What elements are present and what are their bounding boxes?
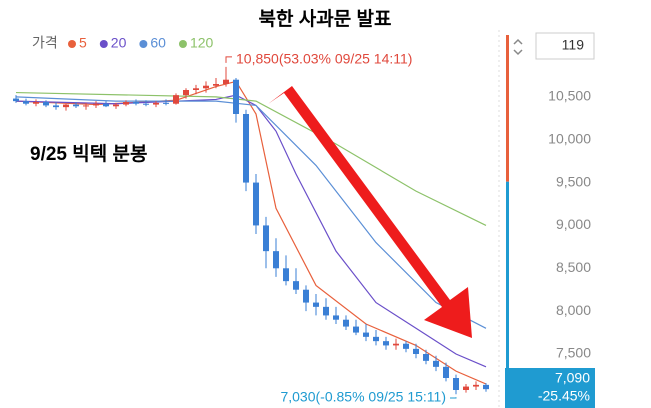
candle-body (313, 302, 319, 307)
candle-body (363, 332, 369, 337)
y-tick-label: 9,500 (556, 173, 591, 189)
candle-body (113, 104, 119, 107)
candle-body (93, 103, 99, 106)
legend-swatch (68, 40, 76, 48)
candle-body (233, 79, 239, 114)
legend-label: 60 (150, 35, 166, 51)
candle-body (13, 98, 19, 102)
candle-body (213, 84, 219, 86)
legend-label: 가격 (32, 35, 58, 51)
candle-body (33, 102, 39, 104)
candle-body (63, 104, 69, 108)
current-price: 7,090 (555, 370, 590, 386)
candle-body (393, 343, 399, 346)
legend-swatch (178, 40, 187, 48)
candle-body (483, 384, 489, 390)
legend-label: 5 (79, 35, 87, 51)
candle-body (173, 95, 179, 104)
candle-body (53, 105, 59, 108)
y-tick-label: 10,000 (548, 130, 591, 146)
candle-body (163, 102, 169, 104)
candle-body (473, 384, 479, 387)
candle-body (323, 306, 329, 316)
min-marker (450, 397, 457, 399)
candle-body (293, 281, 299, 290)
max-marker (225, 56, 232, 63)
chart-title: 북한 사과문 발표 (259, 8, 392, 30)
candle-body (43, 102, 49, 106)
candle-body (73, 104, 79, 107)
candle-body (353, 326, 359, 333)
y-tick-label: 10,500 (548, 88, 591, 104)
legend-swatch (139, 40, 148, 48)
legend-swatch (99, 40, 108, 48)
annotation: 9/25 빅텍 분봉 (30, 143, 147, 165)
max-label: 10,850(53.03% 09/25 14:11) (236, 51, 412, 67)
price-box (505, 368, 595, 408)
candle-body (23, 101, 29, 104)
legend-label: 120 (190, 35, 214, 51)
y-tick-label: 8,500 (556, 259, 591, 275)
change-label: -25.45% (538, 388, 590, 404)
reference-down-bar (506, 181, 509, 408)
candle-body (383, 341, 389, 346)
ma-line (15, 80, 487, 385)
candle-body (453, 378, 459, 390)
trend-arrow (268, 86, 472, 338)
candle-body (333, 315, 339, 320)
spinner-icon[interactable] (513, 38, 523, 56)
candle-body (273, 251, 279, 269)
candle-body (143, 103, 149, 105)
y-tick-label: 7,500 (556, 345, 591, 361)
candle-body (463, 386, 469, 390)
candle-body (283, 268, 289, 282)
candle-body (373, 336, 379, 342)
y-tick-label: 9,000 (556, 216, 591, 232)
ma-line (15, 96, 487, 329)
candle-body (423, 354, 429, 361)
ma-line (15, 94, 487, 368)
candle-body (133, 102, 139, 104)
candle-body (183, 90, 189, 96)
candle-body (193, 88, 199, 90)
candle-body (413, 348, 419, 354)
candle-body (303, 289, 309, 303)
candle-body (443, 366, 449, 378)
candle-body (403, 343, 409, 349)
candle-body (103, 103, 109, 107)
reference-up-bar (506, 35, 509, 182)
candle-body (203, 85, 209, 89)
candle-body (253, 182, 259, 226)
candle-body (343, 319, 349, 327)
candle-body (83, 105, 89, 107)
candle-body (433, 360, 439, 367)
candle-body (243, 114, 249, 183)
count-box[interactable] (535, 32, 595, 60)
legend-label: 20 (111, 35, 127, 51)
count-label: 119 (562, 37, 585, 53)
y-tick-label: 8,000 (556, 302, 591, 318)
min-label: 7,030(-0.85% 09/25 15:11) (280, 389, 446, 405)
candle-body (223, 79, 229, 84)
candle-body (153, 102, 159, 105)
candle-body (123, 102, 129, 105)
candle-body (263, 225, 269, 252)
ma-line (15, 91, 487, 226)
